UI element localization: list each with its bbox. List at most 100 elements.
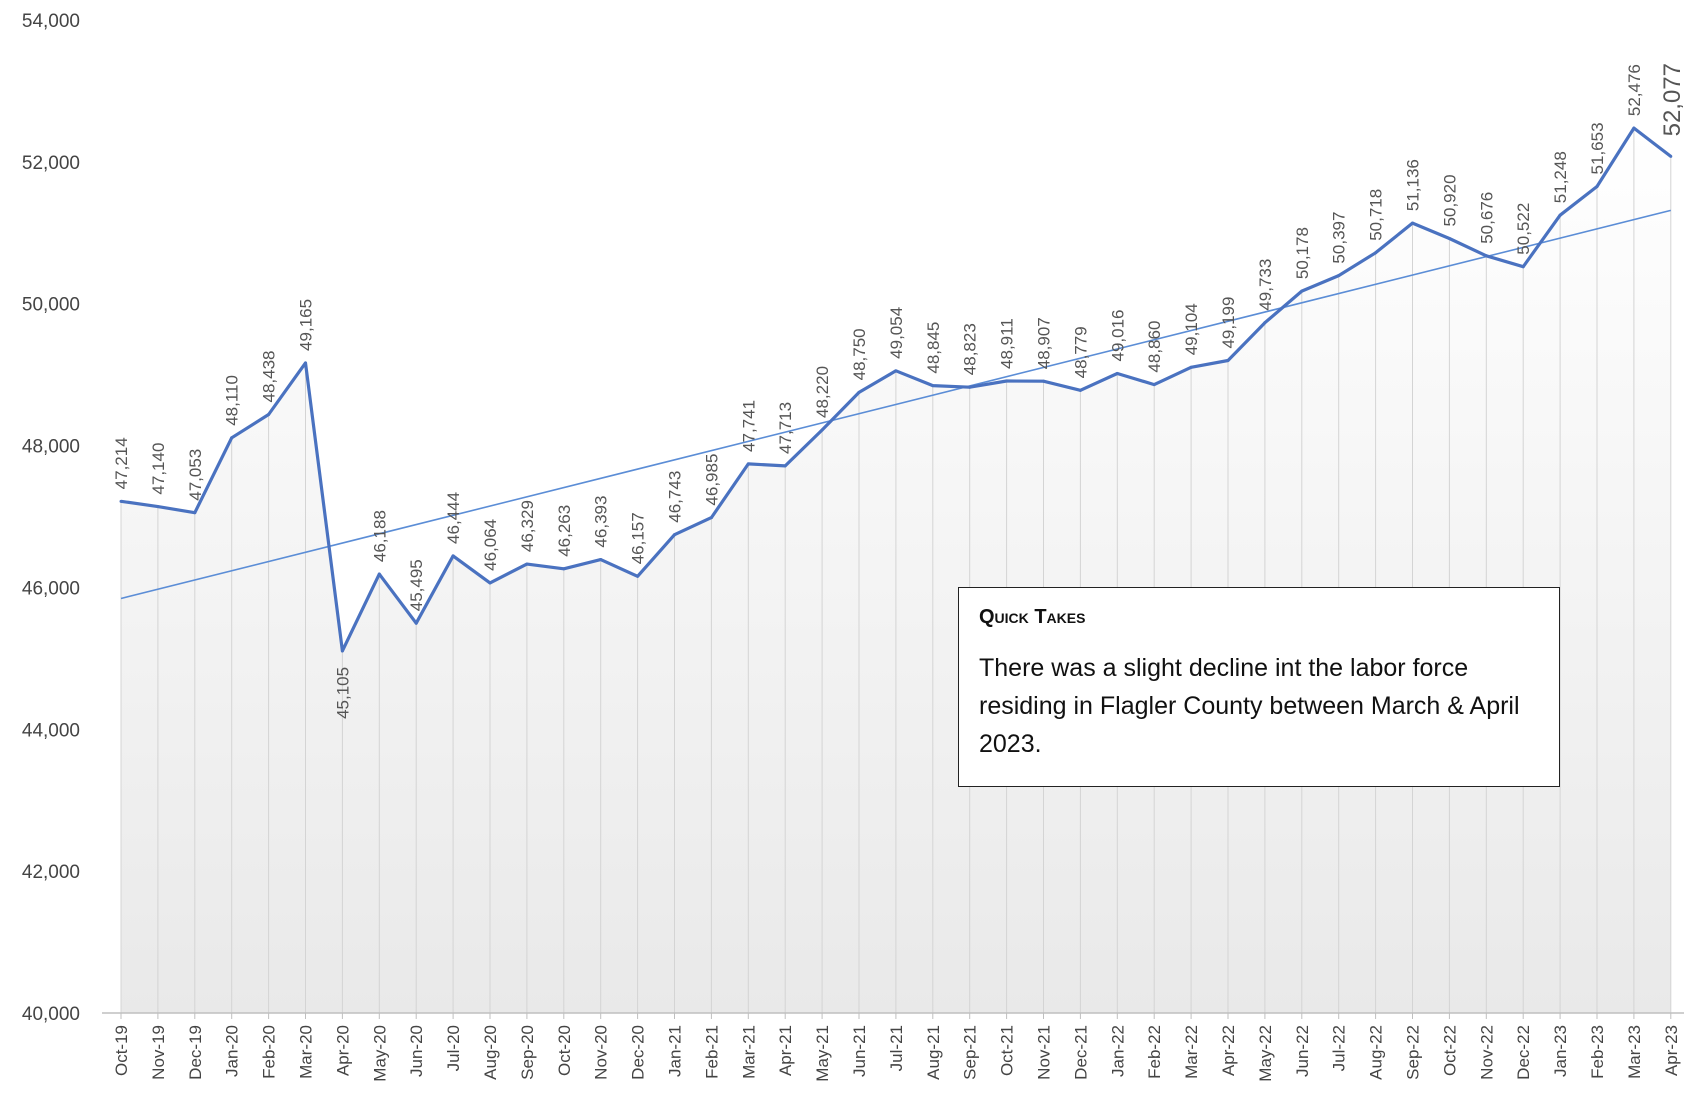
data-point-Dec-21 xyxy=(1078,388,1082,392)
data-label-Aug-21: 48,845 xyxy=(924,322,943,374)
data-point-Nov-22 xyxy=(1484,254,1488,258)
x-tick-label: Nov-19 xyxy=(149,1025,168,1080)
data-point-Mar-23 xyxy=(1632,126,1636,130)
x-tick-label: May-21 xyxy=(813,1025,832,1082)
data-point-Mar-22 xyxy=(1189,365,1193,369)
x-tick-label: Dec-20 xyxy=(629,1025,648,1080)
data-point-May-21 xyxy=(820,428,824,432)
data-point-Apr-21 xyxy=(783,464,787,468)
data-label-Jan-23: 51,248 xyxy=(1551,151,1570,203)
data-label-Nov-22: 50,676 xyxy=(1477,192,1496,244)
x-tick-label: Mar-23 xyxy=(1625,1025,1644,1079)
data-point-Jun-22 xyxy=(1300,289,1304,293)
x-tick-label: Nov-20 xyxy=(592,1025,611,1080)
data-point-Oct-20 xyxy=(562,567,566,571)
data-label-Jun-22: 50,178 xyxy=(1293,227,1312,279)
x-tick-label: Sep-20 xyxy=(518,1025,537,1080)
data-label-Jan-21: 46,743 xyxy=(666,471,685,523)
x-tick-label: Jun-22 xyxy=(1293,1025,1312,1077)
x-tick-label: Apr-21 xyxy=(776,1025,795,1076)
data-label-May-21: 48,220 xyxy=(813,366,832,418)
x-tick-label: Aug-22 xyxy=(1367,1025,1386,1080)
data-label-Aug-22: 50,718 xyxy=(1367,189,1386,241)
data-label-Feb-20: 48,438 xyxy=(260,351,279,403)
data-point-Jul-20 xyxy=(451,554,455,558)
data-point-Dec-19 xyxy=(193,511,197,515)
data-point-Oct-21 xyxy=(1005,379,1009,383)
data-label-Jul-20: 46,444 xyxy=(444,492,463,544)
data-label-Jun-21: 48,750 xyxy=(850,328,869,380)
data-label-Dec-21: 48,779 xyxy=(1071,326,1090,378)
x-tick-label: Jun-20 xyxy=(407,1025,426,1077)
quick-takes-box: Quick Takes There was a slight decline i… xyxy=(958,587,1560,787)
data-point-Jan-22 xyxy=(1115,372,1119,376)
x-tick-label: Nov-21 xyxy=(1035,1025,1054,1080)
y-tick-label: 48,000 xyxy=(22,437,80,458)
data-point-Nov-20 xyxy=(599,558,603,562)
data-point-Jan-20 xyxy=(230,436,234,440)
x-tick-label: Mar-20 xyxy=(297,1025,316,1079)
data-point-Nov-21 xyxy=(1042,379,1045,383)
data-label-Apr-22: 49,199 xyxy=(1219,297,1238,349)
data-label-Apr-21: 47,713 xyxy=(776,402,795,454)
data-point-Jan-21 xyxy=(673,533,676,537)
quick-takes-title: Quick Takes xyxy=(979,606,1086,628)
x-tick-label: Jan-23 xyxy=(1551,1025,1570,1077)
x-tick-label: Aug-21 xyxy=(924,1025,943,1080)
data-point-Nov-19 xyxy=(156,505,160,509)
x-tick-label: Mar-21 xyxy=(739,1025,758,1079)
data-point-Jun-21 xyxy=(857,390,861,394)
data-point-Dec-22 xyxy=(1521,265,1525,269)
data-label-Feb-23: 51,653 xyxy=(1588,122,1607,174)
x-tick-label: Feb-23 xyxy=(1588,1025,1607,1079)
data-point-Jun-20 xyxy=(414,621,418,625)
data-label-May-20: 46,188 xyxy=(370,510,389,562)
data-label-Nov-20: 46,393 xyxy=(592,496,611,548)
x-tick-label: Sep-22 xyxy=(1404,1025,1423,1080)
x-tick-label: Dec-19 xyxy=(186,1025,205,1080)
x-tick-label: May-20 xyxy=(370,1025,389,1082)
data-label-Jan-20: 48,110 xyxy=(223,375,242,426)
data-point-Aug-22 xyxy=(1374,251,1378,255)
data-label-Oct-20: 46,263 xyxy=(555,505,574,557)
y-tick-label: 40,000 xyxy=(22,1004,80,1025)
x-tick-label: Jun-21 xyxy=(850,1025,869,1077)
data-point-Mar-20 xyxy=(304,361,307,365)
data-point-Apr-20 xyxy=(340,649,344,653)
y-tick-label: 44,000 xyxy=(22,720,80,741)
data-point-Dec-20 xyxy=(636,574,640,578)
data-label-Jan-22: 49,016 xyxy=(1108,310,1127,362)
x-tick-label: Sep-21 xyxy=(961,1025,980,1080)
data-point-Aug-21 xyxy=(931,384,935,388)
data-point-Apr-22 xyxy=(1226,359,1230,363)
data-label-Sep-22: 51,136 xyxy=(1404,159,1423,211)
x-tick-label: Apr-22 xyxy=(1219,1025,1238,1076)
x-tick-label: Mar-22 xyxy=(1182,1025,1201,1079)
x-tick-label: Oct-20 xyxy=(555,1025,574,1076)
y-tick-label: 42,000 xyxy=(22,862,80,883)
x-tick-label: Feb-22 xyxy=(1145,1025,1164,1079)
x-tick-label: Oct-21 xyxy=(998,1025,1017,1076)
x-tick-label: Oct-19 xyxy=(112,1025,131,1076)
data-point-May-22 xyxy=(1263,321,1267,325)
x-tick-label: Jan-22 xyxy=(1108,1025,1127,1077)
data-label-Dec-22: 50,522 xyxy=(1514,203,1533,255)
y-tick-label: 52,000 xyxy=(22,153,80,174)
data-point-Sep-20 xyxy=(525,562,529,566)
y-tick-label: 46,000 xyxy=(22,578,80,599)
data-point-Sep-22 xyxy=(1411,221,1414,225)
data-label-Mar-21: 47,741 xyxy=(739,400,758,452)
data-label-Apr-20: 45,105 xyxy=(333,667,352,719)
x-tick-label: Dec-22 xyxy=(1514,1025,1533,1080)
x-tick-label: Jan-20 xyxy=(223,1025,242,1077)
x-tick-label: Apr-23 xyxy=(1662,1025,1681,1076)
data-point-May-20 xyxy=(377,572,381,576)
data-label-Sep-20: 46,329 xyxy=(518,500,537,552)
data-point-Jul-21 xyxy=(894,369,898,373)
data-point-Feb-23 xyxy=(1595,184,1599,188)
trendline xyxy=(120,209,1671,600)
data-point-Jul-22 xyxy=(1337,274,1341,278)
data-label-Oct-21: 48,911 xyxy=(998,318,1017,369)
data-label-Dec-20: 46,157 xyxy=(629,512,648,564)
x-tick-label: Jul-22 xyxy=(1330,1025,1349,1071)
